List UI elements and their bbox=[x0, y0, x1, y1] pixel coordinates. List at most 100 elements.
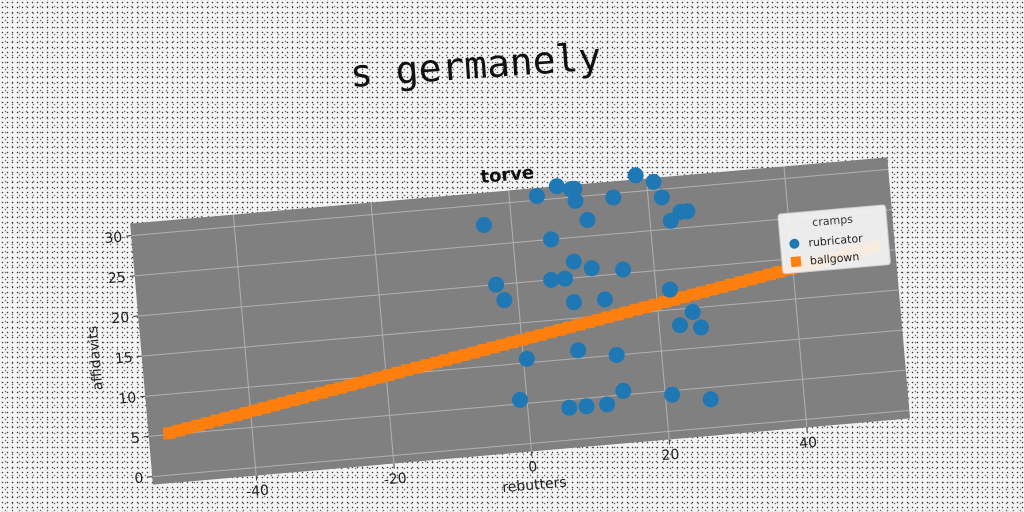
ballgown-point bbox=[743, 272, 757, 286]
x-tick-label: -40 bbox=[245, 483, 269, 501]
ballgown-point bbox=[762, 267, 776, 281]
rubricator-point bbox=[702, 391, 719, 408]
legend: cramps rubricator ballgown bbox=[777, 204, 891, 275]
rubricator-point bbox=[664, 386, 681, 403]
y-grid-line bbox=[141, 289, 899, 357]
rubricator-point bbox=[627, 167, 644, 184]
legend-marker-rubricator bbox=[789, 238, 800, 249]
rubricator-point bbox=[488, 276, 505, 293]
ballgown-point bbox=[439, 353, 453, 367]
ballgown-point bbox=[724, 277, 738, 291]
rubricator-point bbox=[512, 391, 529, 408]
ballgown-point bbox=[372, 371, 386, 385]
rubricator-point bbox=[561, 399, 578, 416]
ballgown-point bbox=[238, 406, 252, 420]
ballgown-point bbox=[496, 338, 510, 352]
ballgown-point bbox=[381, 368, 395, 382]
rubricator-point bbox=[653, 189, 670, 206]
rubricator-point bbox=[543, 271, 560, 288]
rubricator-point bbox=[599, 396, 616, 413]
y-tick-label: 25 bbox=[107, 270, 126, 287]
x-grid-line bbox=[370, 202, 395, 464]
rubricator-point bbox=[570, 342, 587, 359]
ballgown-point bbox=[181, 421, 195, 435]
y-grid-line bbox=[131, 168, 889, 237]
axes: -40 -20 0 20 40 0 5 10 15 20 25 30 bbox=[104, 229, 818, 501]
ballgown-point bbox=[639, 300, 653, 314]
rubricator-point bbox=[661, 281, 678, 298]
ballgown-point bbox=[305, 388, 319, 402]
y-tick-label: 15 bbox=[114, 350, 133, 367]
rubricator-point bbox=[556, 270, 573, 287]
x-grid-line bbox=[508, 190, 533, 452]
rubricator-point bbox=[566, 180, 583, 197]
legend-label-ballgown: ballgown bbox=[809, 250, 859, 267]
rubricator-point bbox=[543, 231, 560, 248]
ballgown-point bbox=[572, 318, 586, 332]
y-grid-line bbox=[134, 209, 892, 277]
ballgown-point bbox=[734, 275, 748, 289]
rubricator-point bbox=[579, 212, 596, 229]
ballgown-point bbox=[620, 305, 634, 319]
ballgown-point bbox=[162, 426, 176, 440]
x-tick-label: -20 bbox=[383, 471, 407, 489]
rubricator-point bbox=[567, 192, 584, 209]
legend-title: cramps bbox=[812, 213, 854, 230]
ballgown-point bbox=[315, 386, 329, 400]
ballgown-point bbox=[219, 411, 233, 425]
y-grid-line bbox=[138, 249, 896, 317]
x-tick-label: 20 bbox=[661, 447, 680, 464]
ballgown-point bbox=[553, 323, 567, 337]
ballgown-point bbox=[715, 280, 729, 294]
rubricator-point bbox=[605, 189, 622, 206]
x-tick-label: 40 bbox=[799, 435, 818, 452]
ballgown-point bbox=[200, 416, 214, 430]
ballgown-point bbox=[591, 313, 605, 327]
rubricator-point bbox=[496, 292, 513, 309]
ballgown-point bbox=[410, 361, 424, 375]
ballgown-point bbox=[524, 330, 538, 344]
ballgown-point bbox=[343, 378, 357, 392]
ballgown-point bbox=[400, 363, 414, 377]
ballgown-point bbox=[600, 310, 614, 324]
y-axis-label: affidavits bbox=[85, 325, 107, 391]
rubricator-point bbox=[692, 319, 709, 336]
rubricator-point bbox=[615, 261, 632, 278]
y-tick-label: 0 bbox=[134, 470, 144, 487]
ballgown-point bbox=[486, 340, 500, 354]
legend-label-rubricator: rubricator bbox=[808, 232, 864, 250]
ballgown-point bbox=[296, 391, 310, 405]
ballgown-point bbox=[753, 270, 767, 284]
rubricator-point bbox=[615, 382, 632, 399]
y-tick-label: 30 bbox=[104, 229, 123, 246]
x-tick-label: 0 bbox=[528, 459, 538, 476]
y-tick-label: 20 bbox=[111, 310, 130, 327]
ballgown-point bbox=[543, 325, 557, 339]
y-tick-label: 10 bbox=[118, 390, 137, 407]
rubricator-point bbox=[565, 253, 582, 270]
x-grid-line bbox=[783, 166, 808, 428]
rubricator-point bbox=[583, 260, 600, 277]
ballgown-point bbox=[448, 350, 462, 364]
rubricator-point bbox=[518, 350, 535, 367]
ballgown-point bbox=[191, 418, 205, 432]
ballgown-point bbox=[581, 315, 595, 329]
rubricator-point bbox=[679, 203, 696, 220]
y-grid-line bbox=[152, 409, 910, 478]
rubricator-point bbox=[475, 217, 492, 234]
ballgown-point bbox=[467, 345, 481, 359]
rubricator-point bbox=[548, 178, 565, 195]
ballgown-point bbox=[705, 283, 719, 297]
y-tick-label: 5 bbox=[130, 430, 140, 447]
chart-title: torve bbox=[480, 162, 535, 188]
ballgown-point bbox=[258, 401, 272, 415]
ballgown-point bbox=[677, 290, 691, 304]
ballgown-point bbox=[610, 308, 624, 322]
ballgown-point bbox=[286, 393, 300, 407]
ballgown-point bbox=[686, 288, 700, 302]
rubricator-point bbox=[578, 398, 595, 415]
ballgown-point bbox=[324, 383, 338, 397]
ballgown-point bbox=[353, 376, 367, 390]
ballgown-point bbox=[362, 373, 376, 387]
